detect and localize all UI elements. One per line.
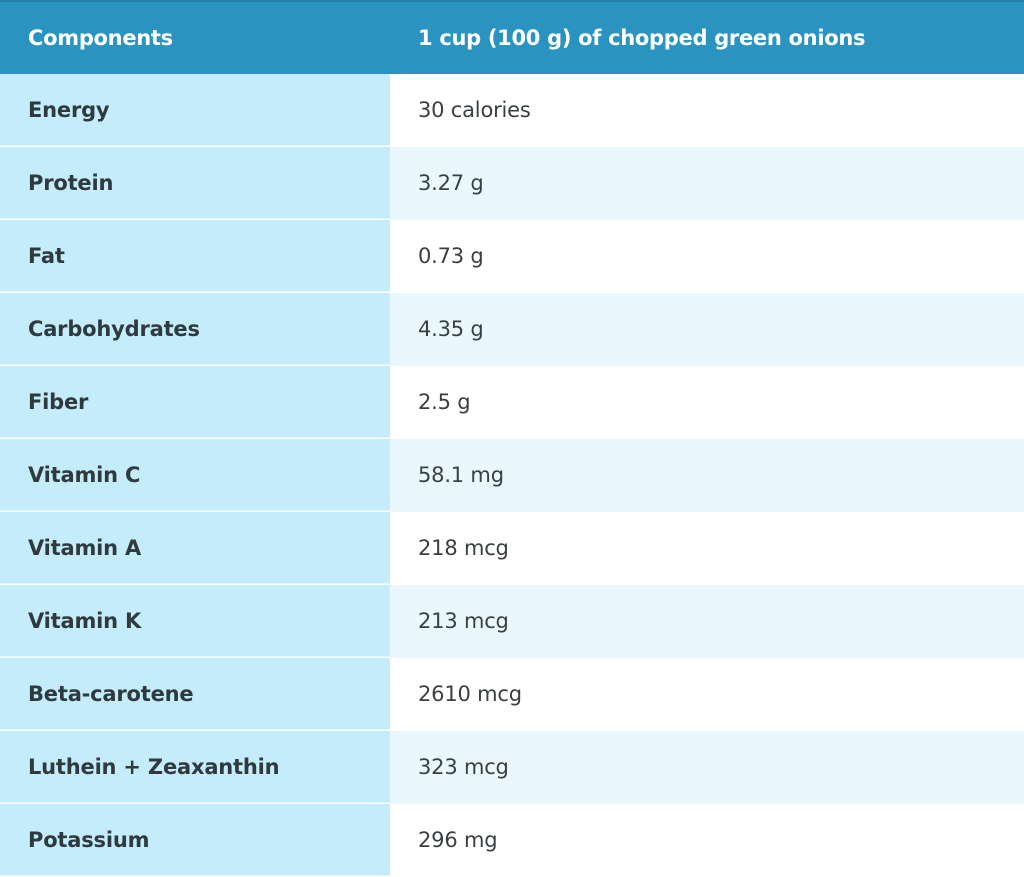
header-serving: 1 cup (100 g) of chopped green onions <box>418 26 866 50</box>
table-row: Vitamin C 58.1 mg <box>0 439 1024 512</box>
row-value: 2610 mcg <box>390 658 1024 731</box>
header-components: Components <box>28 26 173 50</box>
table-row: Energy 30 calories <box>0 74 1024 147</box>
row-value: 4.35 g <box>390 293 1024 366</box>
table-row: Potassium 296 mg <box>0 804 1024 877</box>
row-value: 3.27 g <box>390 147 1024 220</box>
row-value: 296 mg <box>390 804 1024 877</box>
row-component: Potassium <box>0 804 390 876</box>
row-component: Fat <box>0 220 390 292</box>
table-row: Luthein + Zeaxanthin 323 mcg <box>0 731 1024 804</box>
row-value: 323 mcg <box>390 731 1024 804</box>
table-row: Protein 3.27 g <box>0 147 1024 220</box>
table-row: Vitamin A 218 mcg <box>0 512 1024 585</box>
row-component: Beta-carotene <box>0 658 390 730</box>
row-component: Carbohydrates <box>0 293 390 365</box>
row-value: 213 mcg <box>390 585 1024 658</box>
row-value: 30 calories <box>390 74 1024 147</box>
table-row: Beta-carotene 2610 mcg <box>0 658 1024 731</box>
table-row: Fat 0.73 g <box>0 220 1024 293</box>
row-value: 58.1 mg <box>390 439 1024 512</box>
row-component: Energy <box>0 74 390 146</box>
row-component: Luthein + Zeaxanthin <box>0 731 390 803</box>
row-component: Fiber <box>0 366 390 438</box>
row-component: Vitamin A <box>0 512 390 584</box>
table-row: Vitamin K 213 mcg <box>0 585 1024 658</box>
row-value: 0.73 g <box>390 220 1024 293</box>
table-header: Components 1 cup (100 g) of chopped gree… <box>0 0 1024 74</box>
row-component: Vitamin C <box>0 439 390 511</box>
row-component: Protein <box>0 147 390 219</box>
table-row: Fiber 2.5 g <box>0 366 1024 439</box>
table-body: Energy 30 calories Protein 3.27 g Fat 0.… <box>0 74 1024 877</box>
row-component: Vitamin K <box>0 585 390 657</box>
row-value: 218 mcg <box>390 512 1024 585</box>
row-value: 2.5 g <box>390 366 1024 439</box>
table-row: Carbohydrates 4.35 g <box>0 293 1024 366</box>
